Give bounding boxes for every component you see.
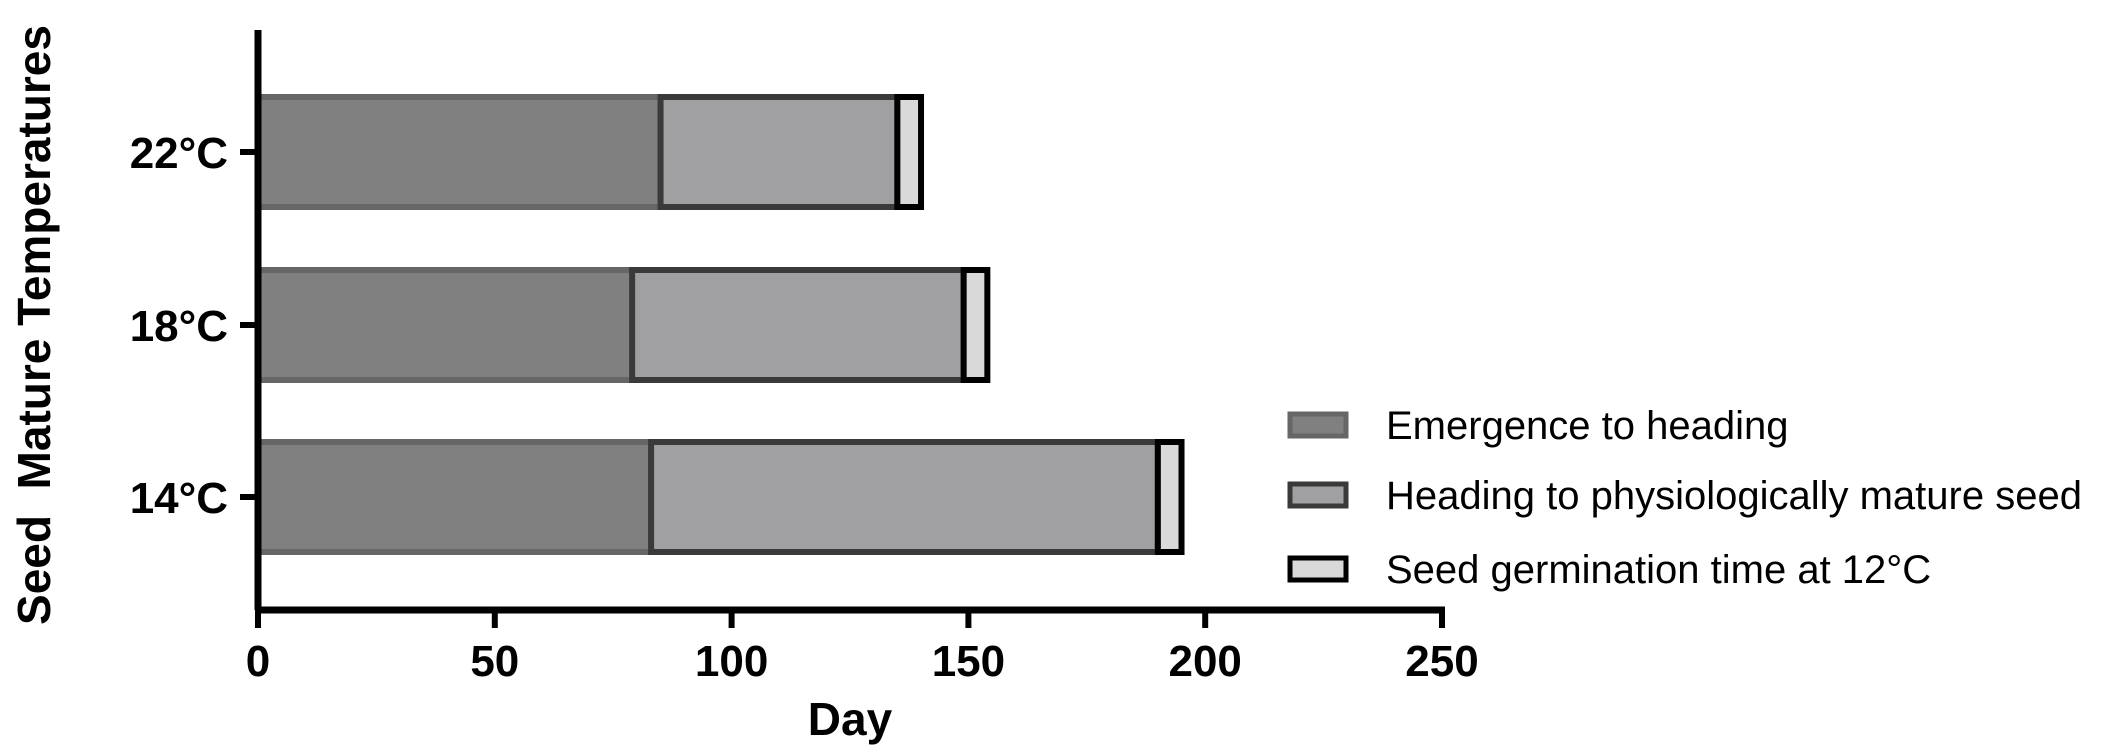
legend-label-1: Emergence to heading bbox=[1386, 404, 1789, 448]
legend-swatch-1 bbox=[1287, 411, 1349, 439]
legend-swatch-2 bbox=[1287, 481, 1349, 509]
y-tick-label-3: 14°C bbox=[130, 474, 228, 523]
bar-2-14c bbox=[648, 439, 1161, 555]
y-tick-label-1: 22°C bbox=[130, 129, 228, 178]
bar-2-18c bbox=[629, 267, 967, 383]
legend-swatch-3 bbox=[1287, 555, 1349, 583]
x-tick-label-100: 100 bbox=[695, 637, 768, 686]
bar-2-22c bbox=[657, 94, 901, 210]
axes: 0 50 100 150 200 250 22°C 18°C 14°C bbox=[130, 30, 1479, 686]
x-tick-label-50: 50 bbox=[470, 637, 519, 686]
legend: Emergence to heading Heading to physiolog… bbox=[1287, 404, 2082, 592]
y-axis-title: Seed Mature Temperatures bbox=[8, 25, 60, 625]
x-tick-label-0: 0 bbox=[246, 637, 270, 686]
x-tick-label-250: 250 bbox=[1405, 637, 1478, 686]
bar-1-22c bbox=[255, 94, 664, 210]
bar-1-18c bbox=[255, 267, 636, 383]
legend-label-2: Heading to physiologically mature seed bbox=[1386, 474, 2082, 518]
x-tick-label-150: 150 bbox=[932, 637, 1005, 686]
y-tick-label-2: 18°C bbox=[130, 302, 228, 351]
bar-3-22c bbox=[894, 94, 925, 210]
legend-label-3: Seed germination time at 12°C bbox=[1386, 548, 1931, 592]
bar-3-18c bbox=[960, 267, 991, 383]
x-tick-label-200: 200 bbox=[1168, 637, 1241, 686]
bar-1-14c bbox=[255, 439, 655, 555]
bar-3-14c bbox=[1154, 439, 1185, 555]
bars bbox=[255, 94, 1185, 555]
x-axis-title: Day bbox=[808, 693, 893, 745]
